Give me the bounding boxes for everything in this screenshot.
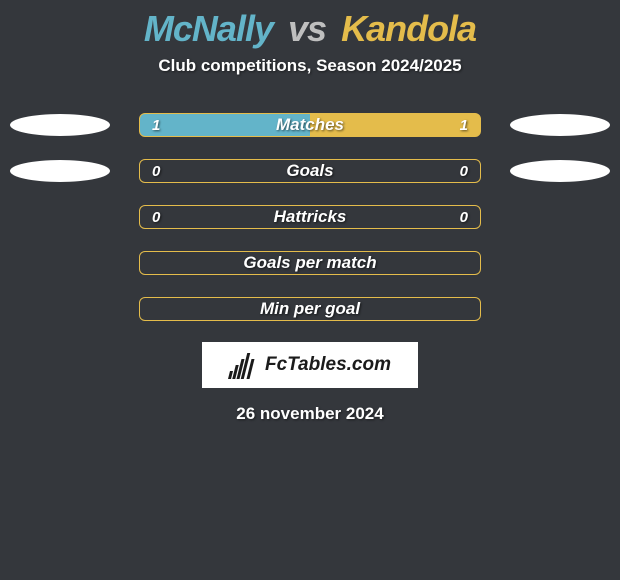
stat-row: Goals per match [0,250,620,276]
stat-row: Min per goal [0,296,620,322]
title-vs: vs [288,8,326,49]
stat-value-left: 0 [152,163,160,180]
stat-label: Goals per match [243,253,376,273]
stat-row: 0 Hattricks 0 [0,204,620,230]
stat-value-right: 0 [460,163,468,180]
stat-bar: 0 Goals 0 [139,159,481,183]
comparison-rows: 1 Matches 1 0 Goals 0 0 Hattricks 0 Goals per mat… [0,112,620,322]
footer-brand-card[interactable]: FcTables.com [202,342,418,388]
stat-value-left: 1 [152,117,160,134]
title-player2: Kandola [341,8,476,49]
subtitle: Club competitions, Season 2024/2025 [0,56,620,76]
stat-value-right: 0 [460,209,468,226]
stat-label: Min per goal [260,299,360,319]
stat-label: Hattricks [274,207,347,227]
stat-bar: 1 Matches 1 [139,113,481,137]
player1-avatar [10,160,110,182]
stat-row: 0 Goals 0 [0,158,620,184]
player2-avatar [510,160,610,182]
title-player1: McNally [144,8,273,49]
stat-label: Goals [286,161,333,181]
stat-bar: Min per goal [139,297,481,321]
stat-bar: Goals per match [139,251,481,275]
player1-avatar [10,114,110,136]
stat-bar: 0 Hattricks 0 [139,205,481,229]
stat-row: 1 Matches 1 [0,112,620,138]
date-text: 26 november 2024 [0,404,620,424]
stat-value-right: 1 [460,117,468,134]
player2-avatar [510,114,610,136]
stat-label: Matches [276,115,344,135]
title: McNally vs Kandola [0,0,620,50]
stat-value-left: 0 [152,209,160,226]
chart-icon [229,351,259,379]
footer-brand-text: FcTables.com [265,354,391,376]
